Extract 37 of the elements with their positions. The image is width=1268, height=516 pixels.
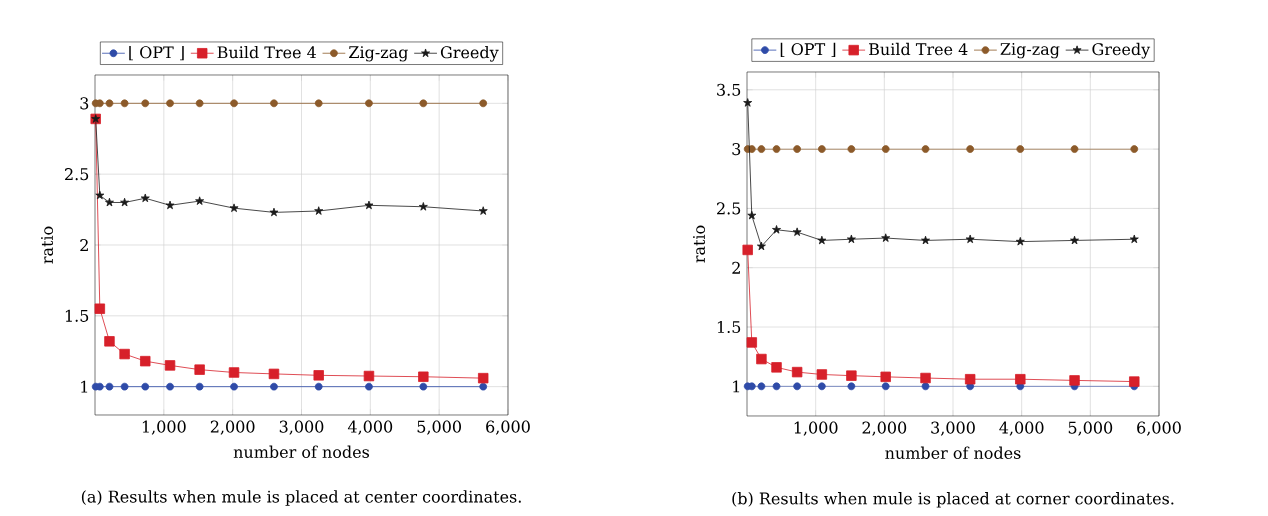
x-axis-title: number of nodes — [233, 445, 370, 458]
y-tick-label: 1.5 — [65, 309, 89, 322]
x-tick-label: 3,000 — [931, 421, 975, 436]
y-tick-label: 3.5 — [717, 83, 741, 96]
y-tick-label: 2.5 — [65, 168, 89, 181]
text: (b) Results when mule is placed at corner coordinates. — [732, 492, 1174, 508]
y-tick-label: 2 — [732, 261, 740, 274]
legend-label: Build Tree 4 — [217, 45, 316, 59]
y-tick-label: 3 — [80, 97, 89, 110]
x-tick-label: 3,000 — [279, 420, 324, 435]
x-tick-label: 4,000 — [347, 420, 393, 435]
y-tick-label: 3 — [732, 143, 741, 156]
x-axis-title: number of nodes — [885, 446, 1021, 459]
y-tick-label: 1 — [81, 380, 88, 393]
x-tick-label: 2,000 — [862, 421, 907, 436]
legend-label: Greedy — [440, 45, 499, 62]
legend-label: ⌊ OPT ⌋ — [129, 45, 184, 61]
x-tick-label: 4,000 — [999, 421, 1044, 436]
x-tick-label: 5,000 — [1068, 421, 1113, 436]
y-tick-label: 1 — [733, 380, 740, 393]
legend-label: ⌊ OPT ⌋ — [780, 42, 836, 58]
legend-label: Zig-zag — [1000, 43, 1060, 59]
y-tick-label: 1.5 — [717, 320, 741, 334]
legend-label: Greedy — [1092, 42, 1151, 59]
legend-label: Zig-zag — [349, 46, 408, 62]
y-axis-title: ratio — [693, 225, 706, 263]
x-tick-label: 1,000 — [794, 421, 838, 436]
text: (a) Results when mule is placed at center coordinates. — [81, 490, 521, 506]
x-tick-label: 1,000 — [142, 420, 186, 435]
y-axis-title: ratio — [41, 226, 54, 264]
y-tick-label: 2 — [80, 239, 88, 251]
legend-label: Build Tree 4 — [869, 42, 968, 56]
x-tick-label: 2,000 — [210, 420, 255, 435]
x-tick-label: 5,000 — [417, 420, 461, 435]
x-tick-label: 6,000 — [1137, 421, 1181, 436]
x-tick-label: 6,000 — [486, 420, 530, 435]
y-tick-label: 2.5 — [717, 202, 741, 215]
